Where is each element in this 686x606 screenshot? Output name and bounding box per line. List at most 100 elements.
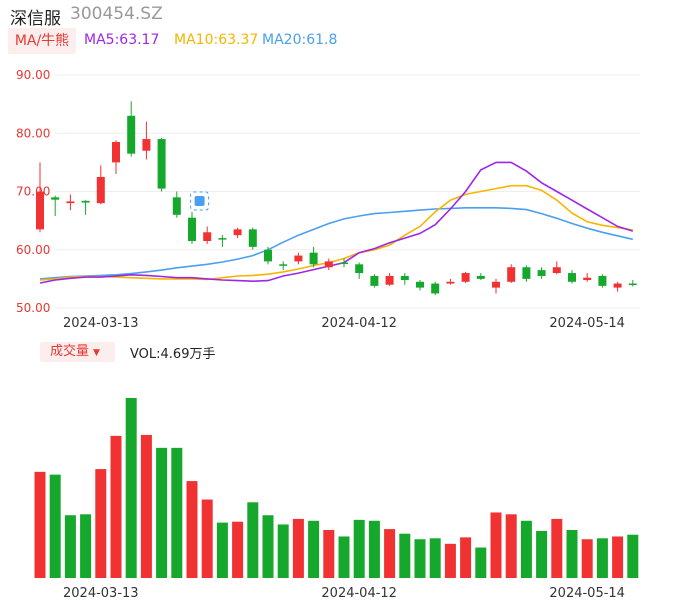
candle <box>492 278 500 294</box>
candle-body <box>628 283 637 286</box>
candle <box>446 278 455 285</box>
candle <box>96 165 105 205</box>
candle <box>324 258 333 271</box>
volume-bar <box>581 539 593 578</box>
candle <box>628 280 637 287</box>
candle-body <box>340 262 348 265</box>
y-tick-label: 90.00 <box>16 68 50 82</box>
candle-body <box>264 249 272 262</box>
candle <box>294 252 303 265</box>
indicator-select-button[interactable]: MA/牛熊 <box>8 28 76 54</box>
candle-body <box>233 229 242 236</box>
candle <box>507 264 516 283</box>
candle <box>279 261 288 271</box>
candle <box>127 101 136 157</box>
volume-bar <box>384 529 396 578</box>
candle-body <box>552 267 561 274</box>
candle <box>552 261 561 275</box>
candle-body <box>142 139 151 151</box>
candle-body <box>294 255 303 262</box>
x-tick-label: 2024-03-13 <box>63 316 139 331</box>
stock-code: 300454.SZ <box>70 4 163 24</box>
volume-readout: VOL:4.69万手 <box>130 347 216 362</box>
candle-body <box>127 115 136 154</box>
volume-bar <box>627 534 639 578</box>
candle-body <box>248 229 257 247</box>
candle <box>36 162 44 233</box>
candle-body <box>218 238 227 240</box>
volume-indicator-button[interactable]: 成交量 ▼ <box>40 342 115 362</box>
candle-body <box>355 264 364 274</box>
candle-body <box>507 267 516 282</box>
volume-bar <box>171 447 183 578</box>
candle-body <box>537 270 546 276</box>
volume-bar <box>64 515 76 578</box>
candle <box>583 273 592 282</box>
volume-bar <box>277 524 289 578</box>
candle <box>51 195 60 216</box>
volume-bar <box>247 502 259 578</box>
ma10-line <box>39 184 633 281</box>
volume-bar <box>505 514 517 578</box>
volume-bar <box>368 520 380 578</box>
candle-body <box>188 217 196 242</box>
volume-bar <box>596 538 608 578</box>
candle <box>172 191 181 218</box>
candle-body <box>385 275 394 285</box>
volume-bar <box>34 471 46 578</box>
volume-bar <box>262 515 274 578</box>
candle-body <box>203 232 212 242</box>
volume-bar <box>338 536 350 578</box>
volume-bar <box>612 536 624 578</box>
y-tick-label: 70.00 <box>16 185 50 199</box>
marker-icon <box>194 196 205 206</box>
candle-body <box>583 277 592 281</box>
candle <box>416 280 424 291</box>
ma20-readout: MA20:61.8 <box>262 32 338 48</box>
candle <box>188 211 196 244</box>
volume-button-label: 成交量 <box>50 344 90 359</box>
stock-name: 深信服 <box>10 9 61 29</box>
candle <box>355 262 364 279</box>
candle <box>400 273 409 285</box>
volume-bar <box>414 539 426 578</box>
candle-body <box>522 267 531 279</box>
candle <box>203 226 212 244</box>
candle-body <box>172 197 181 215</box>
candle <box>476 273 485 281</box>
ma5-line <box>39 161 634 284</box>
y-tick-label: 60.00 <box>16 243 50 257</box>
volume-bar <box>353 519 365 578</box>
marker-frame <box>190 191 210 211</box>
candle-body <box>446 281 455 284</box>
volume-bar <box>125 398 137 578</box>
candle-body <box>400 275 409 281</box>
volume-bar <box>186 481 198 578</box>
candle <box>431 281 440 296</box>
candle <box>309 246 318 268</box>
volume-bar <box>551 518 563 578</box>
volume-bar <box>216 522 228 578</box>
candle <box>157 137 166 192</box>
candle-body <box>309 252 318 265</box>
volume-bar <box>490 512 502 578</box>
volume-bar <box>429 538 441 578</box>
volume-bar <box>49 474 61 578</box>
candle <box>112 140 120 175</box>
candle-body <box>324 261 333 268</box>
volume-bar <box>444 543 456 578</box>
volume-bar <box>475 547 487 578</box>
volume-bar <box>536 530 548 578</box>
volume-bar <box>399 533 411 578</box>
ma10-readout: MA10:63.37 <box>174 32 259 48</box>
candle-body <box>370 275 379 286</box>
candle-body <box>96 176 105 204</box>
candle-body <box>613 283 622 288</box>
candle-body <box>81 200 90 203</box>
candle-body <box>66 201 75 204</box>
candle <box>66 194 75 211</box>
candle-body <box>598 275 607 286</box>
x-tick-label: 2024-04-12 <box>321 316 397 331</box>
volume-bar <box>460 537 472 578</box>
